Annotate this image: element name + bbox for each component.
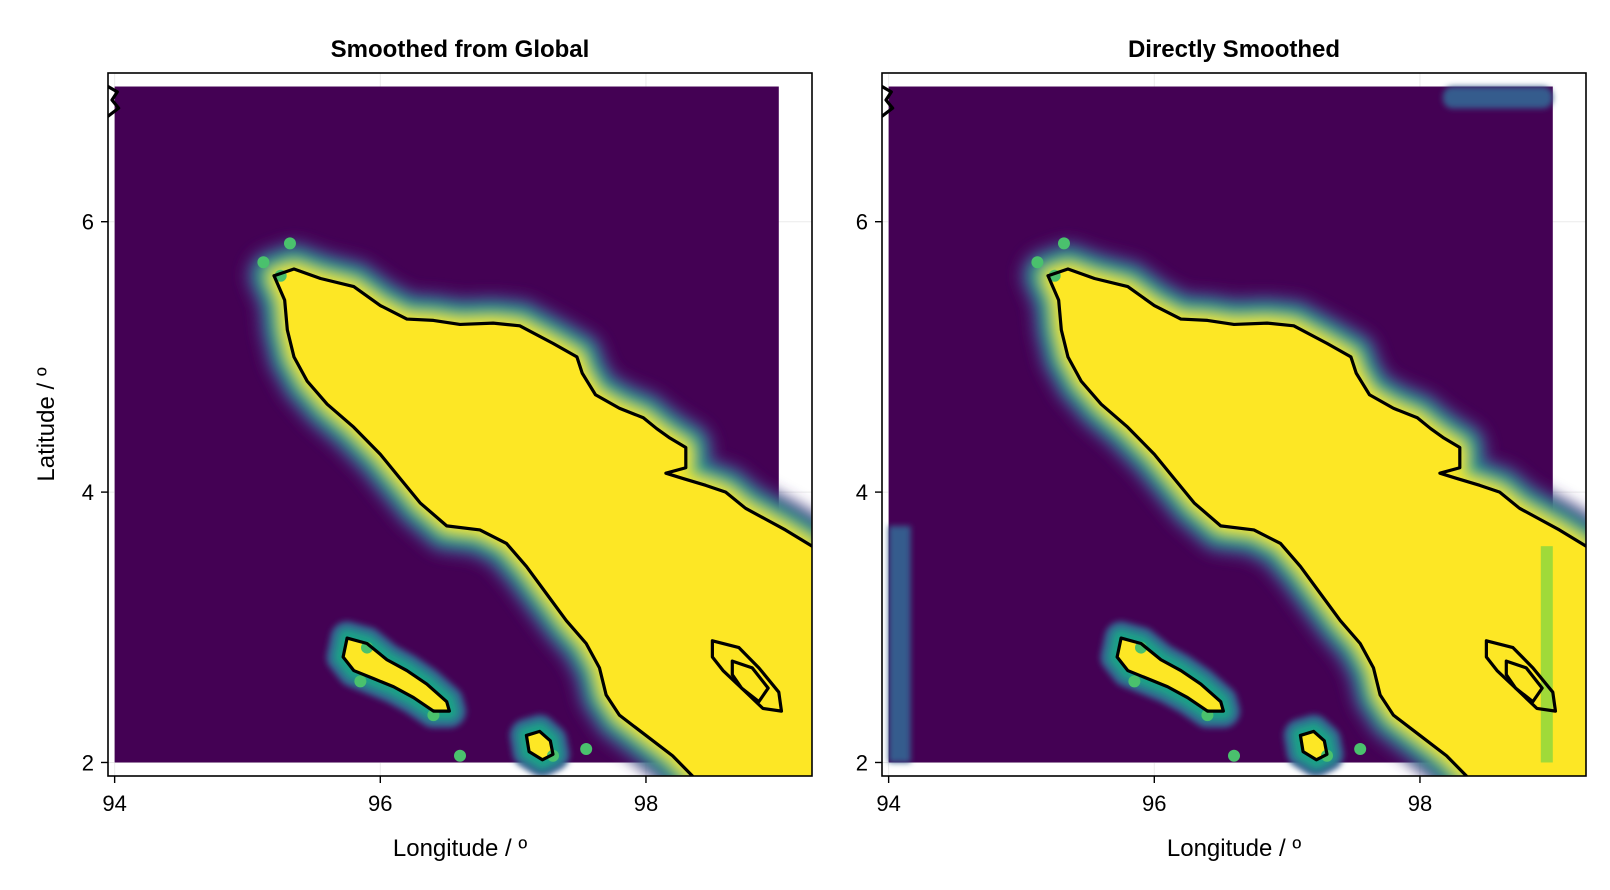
sumatra-land (1048, 269, 1586, 776)
coastline-banyak (524, 729, 555, 762)
y-tick-label: 6 (82, 210, 94, 235)
coastline-toba-inner (1504, 659, 1544, 704)
y-tick-label: 6 (856, 210, 868, 235)
axes-frame (881, 72, 1587, 777)
coastline-simeulue (341, 636, 451, 713)
coastlines (882, 84, 1586, 776)
y-ticks: 2 4 6 (82, 210, 108, 775)
y-tick-label: 2 (856, 750, 868, 775)
sumatra-land (274, 269, 812, 776)
edge-artifact (888, 86, 1553, 763)
x-tick-label: 98 (1408, 791, 1432, 816)
coastline-banyak (1298, 729, 1329, 762)
small-island (354, 675, 367, 688)
coastline-sumatra-north-coast (272, 267, 812, 548)
x-tick-label: 96 (1142, 791, 1166, 816)
panel-title: Directly Smoothed (1128, 36, 1340, 63)
axes-frame (107, 72, 813, 777)
coastlines (108, 84, 812, 776)
coastline-sumatra-west-coast (272, 274, 695, 776)
small-island (580, 742, 593, 755)
x-tick-label: 94 (102, 791, 126, 816)
edge-band-left (888, 525, 911, 763)
x-tick-label: 96 (368, 791, 392, 816)
coastline-sumatra-west-coast (1046, 274, 1469, 776)
small-island (1354, 742, 1367, 755)
coastline-sumatra-north-coast (1046, 267, 1586, 548)
coastline-simeulue (1115, 636, 1225, 713)
x-ticks: 94 96 98 (876, 776, 1432, 816)
x-axis-label: Longitude / º (393, 835, 527, 862)
small-island (257, 256, 270, 269)
panel-directly-smoothed: Directly Smoothed 94 96 98 2 4 6 Longitude /… (856, 36, 1587, 862)
smoothed-field (888, 86, 1586, 776)
coastline-corner-fragment (882, 84, 895, 118)
small-island (1057, 237, 1070, 250)
x-tick-label: 94 (876, 791, 900, 816)
small-island (1031, 256, 1044, 269)
coastline-toba-outer (710, 639, 784, 713)
edge-band-top-right (1442, 86, 1553, 109)
edge-band-right (1540, 546, 1553, 763)
coastline-toba-outer (1484, 639, 1558, 713)
y-axis-label: Latitude / º (33, 367, 60, 481)
y-tick-label: 4 (82, 480, 94, 505)
small-island (454, 749, 466, 762)
small-island (1128, 675, 1141, 688)
island-land (343, 638, 450, 712)
y-ticks: 2 4 6 (856, 210, 882, 775)
island-land (1117, 638, 1224, 712)
y-tick-label: 2 (82, 750, 94, 775)
smoothed-field (114, 86, 812, 776)
coastline-corner-fragment (108, 84, 121, 118)
small-island (1228, 749, 1240, 762)
panel-smoothed-from-global: Smoothed from Global 94 96 98 2 4 6 Longitud… (33, 36, 813, 862)
small-island (283, 237, 296, 250)
x-ticks: 94 96 98 (102, 776, 658, 816)
coastline-toba-inner (730, 659, 770, 704)
panel-title: Smoothed from Global (331, 36, 590, 63)
y-tick-label: 4 (856, 480, 868, 505)
x-axis-label: Longitude / º (1167, 835, 1301, 862)
x-tick-label: 98 (634, 791, 658, 816)
